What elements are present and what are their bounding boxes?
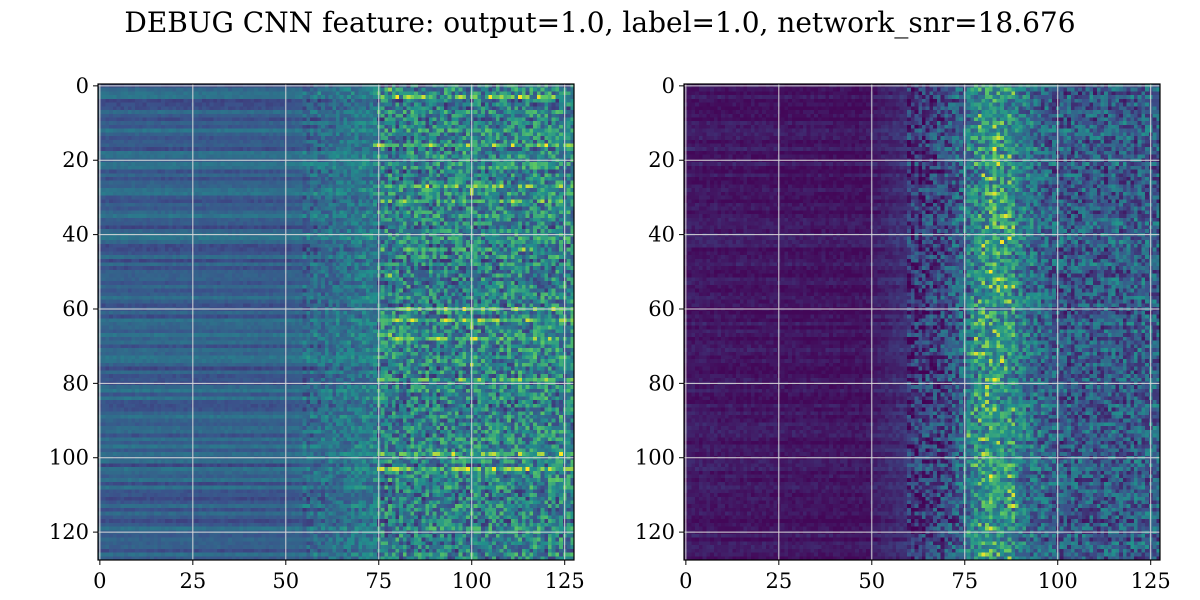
- x-tick-label: 0: [679, 569, 692, 593]
- heatmap-image: [98, 84, 574, 560]
- heatmap-left: 0 25 50 75 100 125 0 20 40 60 80 100 120: [49, 74, 585, 593]
- x-tick-label: 75: [951, 569, 978, 593]
- y-tick-label: 0: [662, 74, 675, 98]
- heatmap-right: 0 25 50 75 100 125 0 20 40 60 80 100 120: [635, 74, 1171, 593]
- x-tick-label: 0: [93, 569, 106, 593]
- y-tick-label: 100: [49, 446, 89, 470]
- axes-frame: [683, 83, 1161, 561]
- y-tick-label: 60: [62, 297, 89, 321]
- y-tick-label: 100: [635, 446, 675, 470]
- x-tick-label: 25: [765, 569, 792, 593]
- heatmap-image: [684, 84, 1160, 560]
- x-tick-label: 25: [179, 569, 206, 593]
- x-tick-label: 125: [1131, 569, 1171, 593]
- y-tick-label: 80: [62, 371, 89, 395]
- x-tick-label: 50: [858, 569, 885, 593]
- x-tick-label: 50: [272, 569, 299, 593]
- x-tick-label: 100: [452, 569, 492, 593]
- x-tick-label: 100: [1038, 569, 1078, 593]
- y-tick-label: 0: [76, 74, 89, 98]
- figure-title: DEBUG CNN feature: output=1.0, label=1.0…: [124, 6, 1076, 39]
- y-tick-label: 40: [648, 223, 675, 247]
- y-tick-label: 120: [635, 520, 675, 544]
- y-tick-label: 40: [62, 223, 89, 247]
- x-tick-label: 75: [365, 569, 392, 593]
- x-tick-label: 125: [545, 569, 585, 593]
- y-tick-label: 60: [648, 297, 675, 321]
- y-tick-label: 20: [648, 148, 675, 172]
- y-tick-label: 80: [648, 371, 675, 395]
- axes-frame: [97, 83, 575, 561]
- y-tick-label: 120: [49, 520, 89, 544]
- y-tick-label: 20: [62, 148, 89, 172]
